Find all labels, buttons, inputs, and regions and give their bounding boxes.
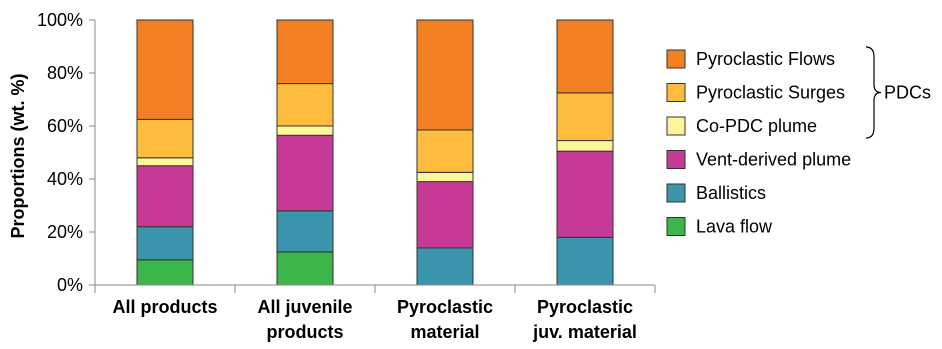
legend-label: Pyroclastic Flows: [696, 49, 835, 69]
x-category-label: Pyroclastic: [397, 297, 493, 317]
x-category-label: juv. material: [532, 322, 637, 342]
bars: [136, 19, 614, 286]
legend-swatch: [666, 49, 686, 69]
bar-segment-pyroclastic-flows: [136, 19, 194, 120]
legend-label: Ballistics: [696, 183, 766, 203]
axes: [94, 20, 656, 293]
bar-segment-pyroclastic-surges: [556, 92, 614, 142]
bar-segment-pyroclastic-surges: [136, 118, 194, 159]
x-category-label: All products: [112, 297, 217, 317]
y-axis-title: Proportions (wt. %): [8, 74, 28, 239]
y-tick-label: 60%: [47, 116, 83, 136]
bar-segment-vent-derived-plume: [276, 134, 334, 212]
bar-segment-vent-derived-plume: [556, 150, 614, 238]
bar-segment-ballistics: [136, 226, 194, 261]
y-axis-ticks: 0% 20% 40% 60% 80% 100%: [37, 10, 95, 295]
legend-label: Lava flow: [696, 217, 773, 237]
category-labels: All products All juvenile products Pyroclas…: [112, 297, 636, 342]
bar-segment-pyroclastic-flows: [276, 19, 334, 85]
bar-segment-vent-derived-plume: [416, 181, 474, 249]
bar-segment-pyroclastic-flows: [556, 19, 614, 94]
x-category-label: products: [266, 322, 343, 342]
bar-segment-ballistics: [416, 247, 474, 286]
bar-segment-pyroclastic-surges: [276, 83, 334, 127]
legend-swatch: [666, 83, 686, 102]
bar-segment-pyroclastic-surges: [416, 129, 474, 173]
y-tick-label: 40%: [47, 169, 83, 189]
bar-segment-ballistics: [276, 210, 334, 253]
bar-segment-co-pdc-plume: [136, 157, 194, 167]
legend-group-label: PDCs: [884, 83, 931, 103]
pdcs-brace: [865, 46, 882, 139]
x-category-label: Pyroclastic: [537, 297, 633, 317]
y-tick-label: 80%: [47, 63, 83, 83]
legend-swatch: [666, 183, 686, 203]
bar-segment-lava-flow: [276, 251, 334, 286]
bar-segment-lava-flow: [136, 259, 194, 286]
bar-segment-co-pdc-plume: [416, 171, 474, 183]
legend-label: Pyroclastic Surges: [696, 83, 845, 103]
legend: Pyroclastic Flows Pyroclastic Surges Co-PD…: [666, 46, 931, 237]
x-category-label: material: [410, 322, 479, 342]
y-tick-label: 100%: [37, 10, 83, 30]
bar-segment-pyroclastic-flows: [416, 19, 474, 131]
y-tick-label: 20%: [47, 222, 83, 242]
legend-swatch: [666, 150, 686, 169]
legend-label: Co-PDC plume: [696, 116, 817, 136]
legend-label: Vent-derived plume: [696, 150, 851, 170]
legend-swatch: [666, 217, 686, 236]
bar-segment-ballistics: [556, 236, 614, 286]
y-tick-label: 0%: [57, 275, 83, 295]
x-category-label: All juvenile: [257, 297, 352, 317]
bar-segment-vent-derived-plume: [136, 165, 194, 228]
legend-swatch: [666, 116, 686, 136]
bar-segment-co-pdc-plume: [556, 140, 614, 152]
bar-segment-co-pdc-plume: [276, 125, 334, 136]
